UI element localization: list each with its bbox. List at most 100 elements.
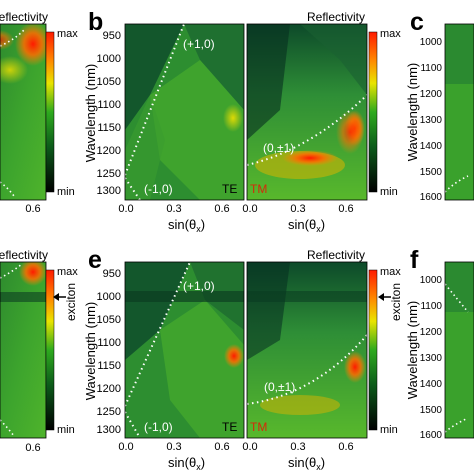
panel-d-heatmap [0,262,46,438]
panel-b-ytick: 950 [103,30,121,42]
panel-b-ytick: 1200 [97,145,121,157]
panel-d-partial: Reflectivity max min exciton 0.6 [0,248,78,454]
panel-b-ytick: 1250 [97,168,121,180]
panel-b-ytick: 1150 [97,122,121,134]
panel-e-xticks: 0.0 0.3 0.6 0.0 0.3 0.6 [118,441,353,453]
panel-e-xlabel-right: sin(θx) [288,455,325,472]
panel-f-ytick: 1300 [420,353,443,364]
panel-b-letter: b [88,8,103,36]
panel-f-ytick: 1000 [420,275,443,286]
panel-b-xtick: 0.3 [166,203,181,215]
panel-e-reflectivity-label: Reflectivity [307,248,365,262]
panel-b-xtick: 0.3 [290,203,305,215]
panel-b-reflectivity-label: Reflectivity [307,10,365,24]
panel-e-order-minus-label: (-1,0) [144,420,173,434]
panel-e-ytick: 1150 [97,360,121,372]
panel-c-ytick: 1300 [420,115,443,126]
panel-b-xtick: 0.6 [214,203,229,215]
panel-c-ytick: 1200 [420,89,443,100]
panel-c-ytick: 1500 [420,167,443,178]
panel-b-ytick: 1000 [97,53,121,65]
panel-d-colorbar-min: min [57,424,75,436]
panel-e-order-plus-label: (+1,0) [183,279,215,293]
panel-e-ytick: 1300 [97,424,121,436]
panel-e-tm-order-pm-line [247,334,367,405]
panel-f-ytick: 1500 [420,405,443,416]
panel-f-ytick: 1400 [420,379,443,390]
panel-e-xtick: 0.3 [166,441,181,453]
panel-c-ytick: 1600 [420,192,443,203]
panel-b-order-minus-label: (-1,0) [144,182,173,196]
panel-c-ytick: 1400 [420,141,443,152]
panel-c-ylabel: Wavelength (nm) [405,63,420,162]
panel-f-heatmap [445,262,474,438]
panel-b-colorbar-min: min [380,186,398,198]
panel-e-ytick: 1050 [97,314,121,326]
panel-d-xtick: 0.6 [25,442,40,454]
panel-a-xtick: 0.6 [25,203,40,215]
panel-f-ytick: 1600 [420,430,443,441]
panel-b-tm-label: TM [250,182,267,196]
panel-e-xtick: 0.6 [214,441,229,453]
panel-f-partial: f Wavelength (nm) 1000 1100 1200 1300 14… [405,246,474,441]
panel-b-tm-heatmap [247,24,367,200]
panel-e-te-heatmap [125,262,244,438]
panel-a-reflectivity-label: Reflectivity [0,10,48,24]
panel-e-yticks: 950 1000 1050 1100 1150 1200 1250 1300 [97,268,121,436]
panel-e-ytick: 1100 [97,337,121,349]
panel-b-colorbar-max: max [380,28,401,40]
panel-f-ylabel: Wavelength (nm) [405,301,420,400]
panel-e-ylabel: Wavelength (nm) [83,302,98,401]
panel-e-xtick: 0.0 [242,441,257,453]
panel-e-colorbar-min: min [380,424,398,436]
panel-b-xtick: 0.0 [118,203,133,215]
panel-e-te-label: TE [222,420,237,434]
panel-b-te-label: TE [222,182,237,196]
panel-c-ytick: 1000 [420,37,443,48]
panel-e-ytick: 950 [103,268,121,280]
panel-a-colorbar [45,31,55,193]
panel-b-colorbar [368,31,378,193]
panel-b-xticks: 0.0 0.3 0.6 0.0 0.3 0.6 [118,203,353,215]
panel-d-exciton-label: exciton [64,283,78,321]
panel-e-ytick: 1200 [97,383,121,395]
panel-c-partial: c Wavelength (nm) 1000 1100 1200 1300 14… [405,8,474,203]
panel-b-order-plus-label: (+1,0) [183,37,215,51]
panel-a-colorbar-min: min [57,186,75,198]
panel-b-order-pm-label: (0,±1) [263,141,294,155]
panel-e-letter: e [88,246,102,274]
panel-a-partial: Reflectivity max min 0.6 [0,10,78,215]
panel-d-colorbar-max: max [57,266,78,278]
panel-e-exciton-arrow [378,293,391,301]
panel-e-order-pm-label: (0,±1) [264,380,295,394]
panel-e-tm-label: TM [250,420,267,434]
panel-a-heatmap [0,24,46,200]
panel-e-ytick: 1000 [97,291,121,303]
panel-b-yticks: 950 1000 1050 1100 1150 1200 1250 1300 [97,30,121,197]
panel-d-reflectivity-label: Reflectivity [0,248,48,262]
panel-e-colorbar-max: max [380,266,401,278]
panel-e-te-order-minus-line [125,411,141,438]
panel-d-exciton-arrow [53,293,66,301]
panel-e-xtick: 0.3 [290,441,305,453]
panel-b-ytick: 1100 [97,99,121,111]
panel-b: b Wavelength (nm) 950 [83,8,401,234]
panel-f-ytick: 1100 [420,301,442,312]
panel-e-colorbar [368,269,378,431]
panel-b-xlabel-left: sin(θx) [168,217,205,234]
panel-b-te-heatmap [125,24,244,200]
panel-a-colorbar-max: max [57,28,78,40]
panel-b-ytick: 1050 [97,76,121,88]
panel-c-letter: c [410,8,424,36]
panel-f-ytick: 1200 [420,327,443,338]
panel-b-xtick: 0.6 [338,203,353,215]
panel-e-ytick: 1250 [97,406,121,418]
panel-e-tm-heatmap [247,262,367,438]
panel-b-xlabel-right: sin(θx) [288,217,325,234]
panel-e-exciton-label: exciton [389,283,403,321]
panel-b-ytick: 1300 [97,185,121,197]
panel-c-ytick: 1100 [420,63,442,74]
panel-f-letter: f [410,246,419,274]
panel-e-xtick: 0.0 [118,441,133,453]
